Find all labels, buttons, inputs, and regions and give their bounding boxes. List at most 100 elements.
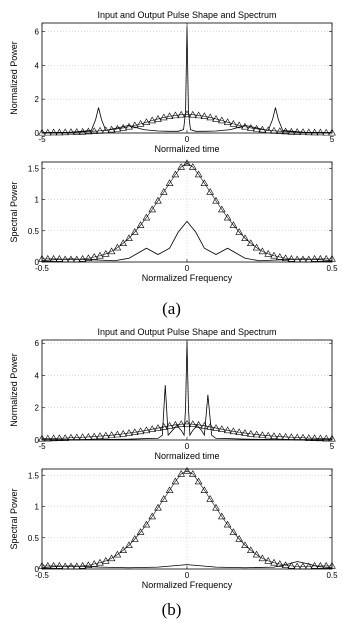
triangle-marker-a-spectrum: [55, 254, 64, 262]
y-tick-label-b-spectrum: 0: [35, 565, 40, 574]
y-tick-label-b-time: 4: [35, 371, 40, 380]
triangle-marker-b-time: [194, 420, 203, 428]
triangle-marker-b-time: [200, 421, 209, 429]
triangle-marker-b-time: [61, 434, 70, 441]
triangle-marker-a-time: [78, 127, 87, 135]
triangle-marker-b-spectrum: [270, 558, 278, 566]
triangle-marker-a-spectrum: [154, 196, 162, 204]
triangle-marker-a-time: [194, 111, 203, 119]
triangle-marker-a-time: [299, 128, 307, 135]
y-tick-label-b-time: 0: [35, 436, 40, 445]
triangle-marker-a-time: [67, 128, 75, 135]
triangle-marker-a-time: [322, 128, 331, 136]
triangle-marker-a-spectrum: [119, 239, 128, 247]
triangle-marker-a-spectrum: [281, 254, 290, 262]
triangle-marker-b-spectrum: [223, 520, 232, 528]
triangle-marker-a-time: [84, 127, 93, 135]
triangle-marker-b-time: [84, 433, 93, 440]
triangle-marker-b-spectrum: [287, 561, 296, 569]
triangle-marker-b-spectrum: [310, 561, 319, 569]
triangle-marker-b-spectrum: [212, 503, 220, 511]
x-tick-label-b-spectrum: 0: [185, 571, 190, 580]
triangle-marker-a-spectrum: [125, 234, 133, 242]
y-tick-label-a-time: 2: [35, 95, 40, 104]
y-axis-label-b-time: Normalized Power: [9, 353, 19, 427]
plot-area-a-spectrum: [42, 162, 332, 262]
x-tick-label-a-spectrum: -0.5: [35, 264, 49, 273]
triangle-marker-a-time: [148, 116, 157, 124]
triangle-marker-a-spectrum: [322, 254, 331, 262]
triangle-marker-b-spectrum: [96, 558, 104, 566]
triangle-marker-b-time: [165, 421, 174, 429]
y-tick-label-b-spectrum: 0.5: [28, 534, 40, 543]
triangle-marker-b-time: [258, 431, 267, 438]
triangle-marker-a-time: [61, 128, 70, 136]
series-solid-line-a-time: [41, 26, 333, 134]
triangle-marker-b-spectrum: [49, 561, 58, 569]
triangle-marker-b-spectrum: [148, 512, 157, 520]
x-axis-label-a-spectrum: Normalized Frequency: [142, 273, 233, 283]
triangle-marker-b-spectrum: [55, 561, 64, 569]
x-axis-label-a-time: Normalized time: [154, 144, 219, 154]
y-tick-label-b-time: 6: [35, 339, 40, 348]
triangle-marker-a-time: [125, 122, 133, 130]
triangle-marker-a-spectrum: [188, 163, 197, 170]
triangle-marker-b-spectrum: [165, 486, 174, 494]
y-tick-label-a-time: 0: [35, 129, 40, 138]
triangle-marker-b-time: [270, 432, 278, 439]
triangle-marker-a-time: [287, 127, 296, 135]
triangle-marker-a-time: [183, 110, 191, 118]
triangle-marker-a-spectrum: [275, 253, 284, 260]
triangle-marker-b-spectrum: [200, 486, 209, 494]
triangle-marker-b-time: [136, 427, 145, 435]
triangle-marker-b-spectrum: [154, 503, 162, 511]
triangle-marker-a-time: [275, 127, 284, 134]
triangle-marker-b-time: [252, 430, 261, 438]
triangle-marker-b-spectrum: [84, 561, 93, 569]
triangle-marker-a-time: [188, 110, 197, 118]
triangle-marker-a-spectrum: [194, 170, 203, 178]
triangle-marker-b-time: [246, 429, 255, 437]
series-solid-line-a-spectrum: [41, 220, 333, 262]
plot-area-b-spectrum: [42, 469, 332, 569]
triangle-marker-a-spectrum: [177, 163, 186, 170]
triangle-marker-b-spectrum: [119, 546, 128, 554]
triangle-marker-b-time: [119, 429, 128, 437]
triangle-marker-b-time: [212, 424, 220, 431]
triangle-marker-a-time: [72, 128, 81, 135]
y-tick-label-a-time: 4: [35, 61, 40, 70]
triangle-marker-b-time: [304, 434, 313, 441]
triangle-marker-a-time: [200, 112, 209, 120]
triangle-marker-a-spectrum: [43, 254, 52, 262]
caption-a: (a): [162, 299, 181, 318]
triangle-marker-b-spectrum: [101, 556, 110, 564]
triangle-marker-a-time: [293, 128, 302, 135]
triangle-marker-b-spectrum: [264, 556, 273, 564]
y-tick-label-b-spectrum: 1.5: [28, 471, 40, 480]
triangle-marker-a-spectrum: [270, 251, 278, 259]
triangle-marker-a-spectrum: [246, 239, 255, 247]
triangle-marker-a-spectrum: [252, 243, 261, 251]
triangle-marker-a-time: [171, 111, 180, 119]
triangle-marker-b-spectrum: [43, 561, 52, 569]
x-tick-label-a-time: 0: [185, 135, 190, 144]
triangle-marker-a-spectrum: [148, 205, 157, 213]
triangle-marker-a-spectrum: [49, 254, 58, 262]
triangle-marker-a-time: [281, 127, 290, 135]
triangle-marker-a-time: [328, 128, 336, 136]
triangle-marker-a-spectrum: [84, 254, 93, 262]
triangle-marker-b-time: [55, 434, 64, 442]
triangle-marker-b-spectrum: [322, 561, 331, 569]
triangle-marker-a-time: [246, 124, 255, 131]
triangle-marker-b-time: [235, 428, 244, 436]
triangle-marker-a-spectrum: [316, 254, 325, 262]
triangle-marker-a-spectrum: [206, 188, 215, 195]
y-tick-label-b-spectrum: 1: [35, 503, 40, 512]
x-tick-label-a-time: -5: [38, 135, 46, 144]
triangle-marker-a-time: [241, 122, 249, 130]
x-tick-label-b-time: 0: [185, 442, 190, 451]
triangle-marker-b-spectrum: [194, 477, 203, 485]
